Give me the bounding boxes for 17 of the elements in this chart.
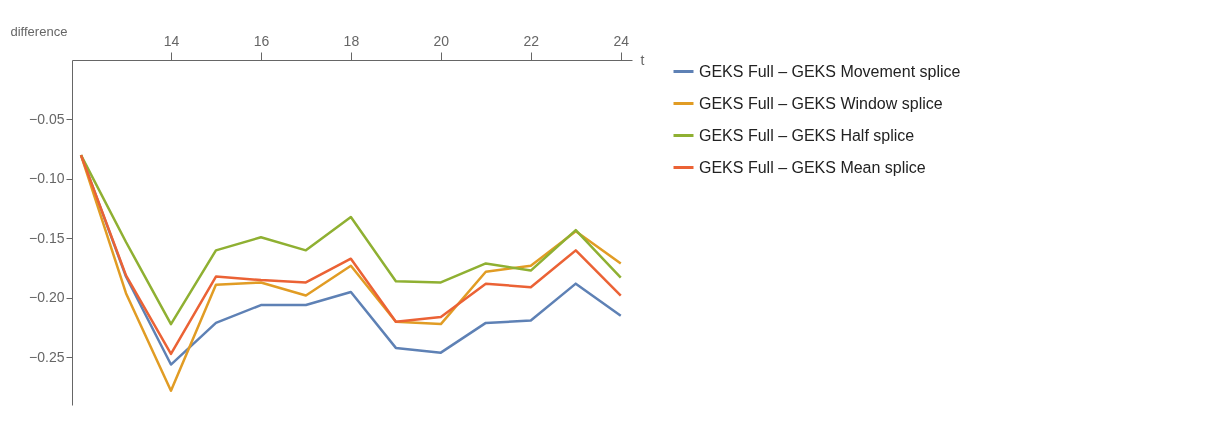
x-tick-label: 24	[613, 32, 630, 49]
legend-label: GEKS Full – GEKS Mean splice	[699, 158, 926, 176]
legend-label: GEKS Full – GEKS Window splice	[699, 94, 943, 112]
x-tick-label: 18	[343, 32, 360, 49]
x-tick-label: 16	[253, 32, 270, 49]
x-tick-label: 20	[433, 32, 450, 49]
legend-label: GEKS Full – GEKS Half splice	[699, 126, 915, 144]
y-tick-label: −0.10	[29, 170, 65, 187]
y-axis-title: difference	[10, 23, 68, 39]
y-tick-label: −0.20	[29, 289, 65, 306]
y-tick-label: −0.25	[29, 348, 65, 365]
y-tick-label: −0.05	[29, 110, 65, 127]
x-tick-label: 14	[163, 32, 180, 49]
x-tick-label: 22	[523, 32, 540, 49]
x-axis-title: t	[640, 51, 645, 68]
legend-label: GEKS Full – GEKS Movement splice	[699, 62, 961, 80]
y-tick-label: −0.15	[29, 229, 65, 246]
